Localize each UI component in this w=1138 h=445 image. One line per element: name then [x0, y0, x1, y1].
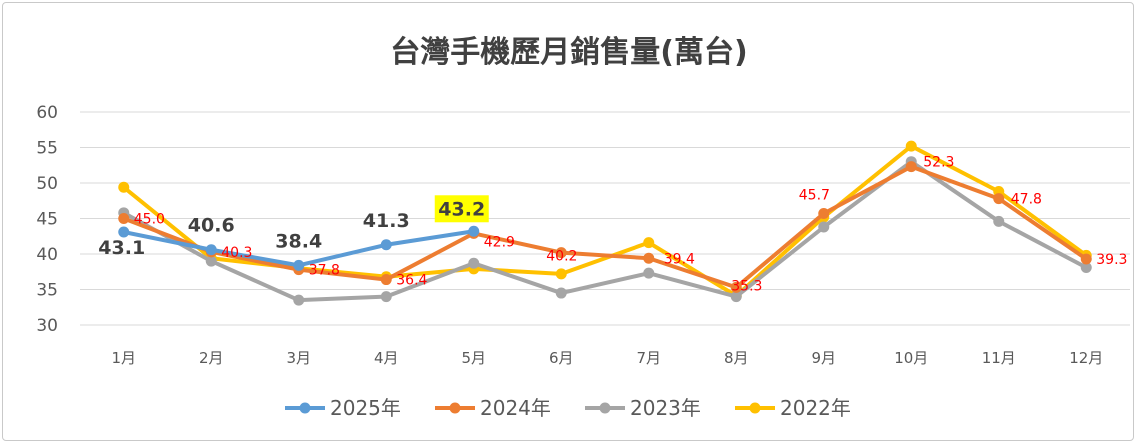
series-line	[121, 159, 1089, 303]
data-label-2024: 40.3	[221, 245, 252, 261]
legend-marker	[299, 402, 311, 414]
data-label-2024: 39.3	[1096, 252, 1127, 268]
data-point	[468, 257, 480, 269]
x-tick-label: 5月	[461, 349, 486, 367]
x-tick-label: 1月	[111, 349, 136, 367]
x-axis-ticks: 1月 2月 3月 4月 5月 6月 7月 8月 9月 10月 11月 12月	[111, 349, 1103, 367]
data-point	[905, 140, 917, 152]
x-tick-label: 9月	[811, 349, 836, 367]
x-tick-label: 3月	[286, 349, 311, 367]
data-point	[993, 193, 1005, 205]
highlight-box	[434, 195, 489, 223]
data-point	[293, 259, 305, 271]
data-label-2025: 40.6	[188, 215, 235, 237]
data-point	[643, 267, 655, 279]
data-label-2024: 52.3	[923, 155, 954, 171]
data-point	[118, 181, 130, 193]
data-point	[380, 239, 392, 251]
legend-label: 2024年	[480, 396, 551, 420]
x-tick-label: 4月	[374, 349, 399, 367]
x-tick-label: 10月	[894, 349, 928, 367]
data-point	[118, 213, 130, 224]
series-line	[121, 164, 1089, 290]
data-point	[468, 225, 480, 237]
data-label-2024: 35.3	[731, 278, 762, 294]
data-labels: 43.1 40.6 38.4 41.3 43.2 45.0 40.3 37.8 36.4 42.9…	[98, 155, 1127, 295]
x-tick-label: 2月	[199, 349, 224, 367]
data-label-2024: 45.0	[134, 212, 165, 228]
data-label-2024: 36.4	[396, 273, 427, 289]
legend-label: 2022年	[780, 396, 851, 420]
legend-marker	[599, 402, 611, 414]
gridlines	[80, 111, 1130, 326]
data-label-2025: 43.1	[98, 237, 145, 259]
x-tick-label: 8月	[724, 349, 749, 367]
data-point	[555, 268, 567, 280]
x-tick-label: 7月	[636, 349, 661, 367]
data-label-2024: 47.8	[1011, 192, 1042, 208]
data-point	[118, 226, 130, 238]
y-tick-label: 55	[36, 139, 58, 159]
y-tick-label: 60	[36, 103, 58, 123]
legend-label: 2023年	[630, 396, 701, 420]
x-tick-label: 11月	[982, 349, 1016, 367]
data-point	[993, 215, 1005, 227]
data-label-2025: 38.4	[275, 230, 322, 252]
data-label-2024: 39.4	[664, 251, 695, 267]
data-point	[643, 237, 655, 249]
y-tick-label: 50	[36, 174, 58, 194]
chart-title: 台灣手機歷月銷售量(萬台)	[390, 35, 747, 70]
data-point	[1080, 253, 1092, 265]
data-point	[818, 208, 830, 220]
data-label-2025: 43.2	[438, 198, 485, 220]
legend-label: 2025年	[330, 396, 401, 420]
data-point	[380, 274, 392, 286]
y-axis-ticks: 30 35 40 45 50 55 60	[36, 103, 58, 336]
y-tick-label: 30	[36, 316, 58, 336]
data-label-2024: 37.8	[309, 263, 340, 279]
data-point	[905, 161, 917, 173]
data-point	[380, 291, 392, 303]
series-lines	[118, 140, 1092, 306]
data-label-2024: 40.2	[546, 249, 577, 265]
y-tick-label: 40	[36, 245, 58, 265]
data-point	[293, 294, 305, 306]
data-point	[205, 244, 217, 256]
data-point	[1080, 261, 1092, 273]
legend-marker	[449, 402, 461, 414]
x-tick-label: 12月	[1069, 349, 1103, 367]
data-point	[730, 291, 742, 303]
x-tick-label: 6月	[549, 349, 574, 367]
y-tick-label: 35	[36, 281, 58, 301]
legend: 2025年 2024年 2023年 2022年	[285, 396, 851, 420]
data-label-2025: 41.3	[363, 210, 410, 232]
y-tick-label: 45	[36, 210, 58, 230]
data-point	[643, 252, 655, 264]
data-point	[555, 247, 567, 259]
data-point	[205, 255, 217, 267]
data-point	[818, 221, 830, 233]
data-label-2024: 42.9	[484, 234, 515, 250]
data-label-2024: 45.7	[799, 188, 830, 204]
data-point	[555, 287, 567, 299]
legend-marker	[749, 402, 761, 414]
data-point	[730, 281, 742, 293]
